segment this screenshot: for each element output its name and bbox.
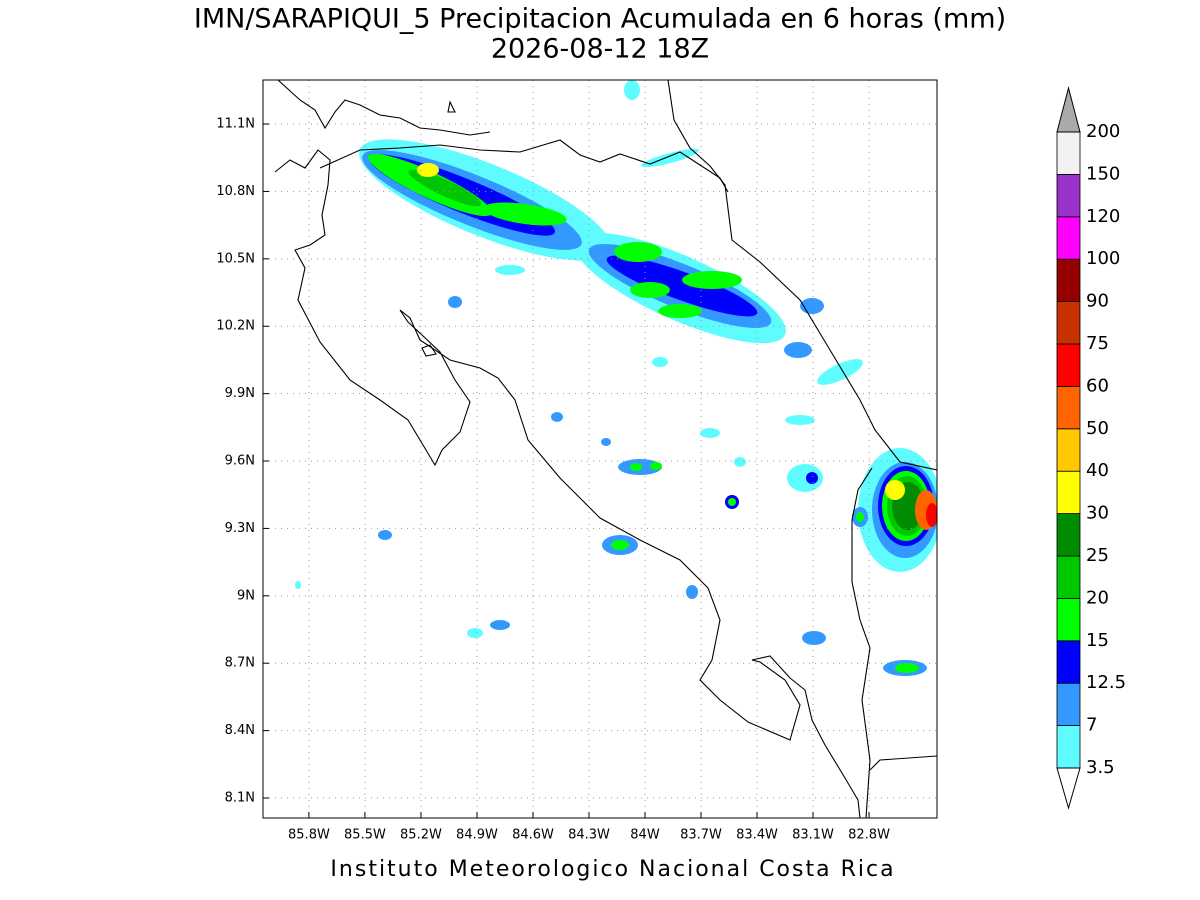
precip-area	[784, 342, 812, 358]
colorbar-box	[1056, 258, 1081, 303]
x-tick-label: 83.4W	[736, 828, 778, 843]
colorbar-box	[1056, 598, 1081, 642]
colorbar-box	[1056, 343, 1081, 387]
colorbar-box	[1056, 173, 1081, 218]
precip-area	[551, 412, 563, 422]
colorbar-box	[1056, 555, 1081, 599]
precip-area	[630, 282, 670, 298]
colorbar-label: 75	[1086, 333, 1109, 354]
x-tick-label: 85.2W	[400, 828, 442, 843]
y-tick-label: 9.9N	[225, 386, 255, 401]
subtitle: 2026-08-12 18Z	[491, 34, 709, 65]
precip-area	[652, 357, 668, 367]
x-tick-label: 83.7W	[680, 828, 722, 843]
x-tick-label: 85.5W	[344, 828, 386, 843]
precip-area	[624, 80, 640, 100]
y-tick-label: 8.4N	[225, 723, 255, 738]
colorbar-label: 7	[1086, 715, 1097, 736]
precip-area	[817, 359, 863, 385]
precip-area	[785, 415, 815, 425]
precip-area	[601, 438, 611, 446]
y-tick-label: 10.5N	[216, 251, 255, 266]
precip-area	[658, 304, 702, 318]
colorbar-label: 15	[1086, 630, 1109, 651]
title: IMN/SARAPIQUI_5 Precipitacion Acumulada …	[194, 4, 1006, 35]
precip-area	[700, 428, 720, 438]
map-area	[263, 80, 937, 818]
precip-area	[734, 457, 746, 467]
colorbar-label: 120	[1086, 206, 1120, 227]
x-tick-label: 83.1W	[792, 828, 834, 843]
x-tick-label: 84.6W	[512, 828, 554, 843]
precip-area	[926, 503, 937, 527]
y-tick-label: 10.8N	[216, 184, 255, 199]
precip-area	[483, 202, 567, 226]
precip-area	[606, 255, 758, 317]
colorbar-label: 20	[1086, 587, 1109, 608]
precip-area	[856, 512, 864, 522]
precip-area	[408, 169, 482, 207]
colorbar-box	[1056, 513, 1081, 557]
precip-area	[630, 463, 642, 471]
colorbar-label: 25	[1086, 545, 1109, 566]
colorbar-under	[1056, 767, 1081, 810]
precip-area	[806, 472, 818, 484]
precip-area	[295, 581, 301, 589]
colorbar-box	[1056, 385, 1081, 430]
footer: Instituto Meteorologico Nacional Costa R…	[330, 857, 895, 882]
colorbar-label: 90	[1086, 291, 1109, 312]
precip-area	[495, 265, 525, 275]
y-tick-label: 9N	[237, 588, 255, 603]
colorbar-label: 40	[1086, 460, 1109, 481]
colorbar-label: 30	[1086, 503, 1109, 524]
colorbar-label: 3.5	[1086, 757, 1115, 778]
colorbar-box	[1056, 131, 1081, 175]
precip-area	[614, 242, 662, 262]
y-tick-label: 10.2N	[216, 319, 255, 334]
colorbar-label: 150	[1086, 163, 1120, 184]
plot-frame	[262, 79, 938, 819]
colorbar-label: 60	[1086, 375, 1109, 396]
y-tick-label: 9.6N	[225, 454, 255, 469]
colorbar-box	[1056, 428, 1081, 472]
colorbar-label: 12.5	[1086, 672, 1126, 693]
precip-area	[611, 540, 629, 550]
colorbar-box	[1056, 640, 1081, 684]
precip-area	[895, 663, 919, 673]
precip-area	[787, 464, 823, 492]
y-tick-label: 8.1N	[225, 791, 255, 806]
precip-area	[378, 530, 392, 540]
colorbar-box	[1056, 725, 1081, 769]
colorbar-label: 100	[1086, 248, 1120, 269]
x-tick-label: 84.9W	[456, 828, 498, 843]
precip-area	[490, 620, 510, 630]
x-tick-label: 84W	[630, 828, 660, 843]
y-tick-label: 8.7N	[225, 656, 255, 671]
x-tick-label: 85.8W	[288, 828, 330, 843]
colorbar-box	[1056, 470, 1081, 515]
precip-area	[728, 498, 736, 506]
precip-area	[448, 296, 462, 308]
precip-area	[417, 163, 439, 177]
colorbar-label: 200	[1086, 121, 1120, 142]
coastline	[274, 80, 937, 818]
colorbar-box	[1056, 682, 1081, 727]
y-tick-label: 9.3N	[225, 521, 255, 536]
x-tick-label: 84.3W	[568, 828, 610, 843]
x-tick-label: 82.8W	[848, 828, 890, 843]
precip-area	[885, 480, 905, 500]
precip-area	[640, 148, 700, 168]
precip-area	[686, 585, 698, 599]
precip-area	[682, 271, 742, 289]
precipitation	[295, 80, 937, 676]
colorbar-box	[1056, 216, 1081, 260]
y-tick-label: 11.1N	[216, 117, 255, 132]
colorbar-over	[1056, 86, 1081, 133]
precip-area	[802, 631, 826, 645]
precip-area	[650, 462, 662, 470]
colorbar-label: 50	[1086, 418, 1109, 439]
colorbar-box	[1056, 301, 1081, 345]
precip-area	[467, 628, 483, 638]
